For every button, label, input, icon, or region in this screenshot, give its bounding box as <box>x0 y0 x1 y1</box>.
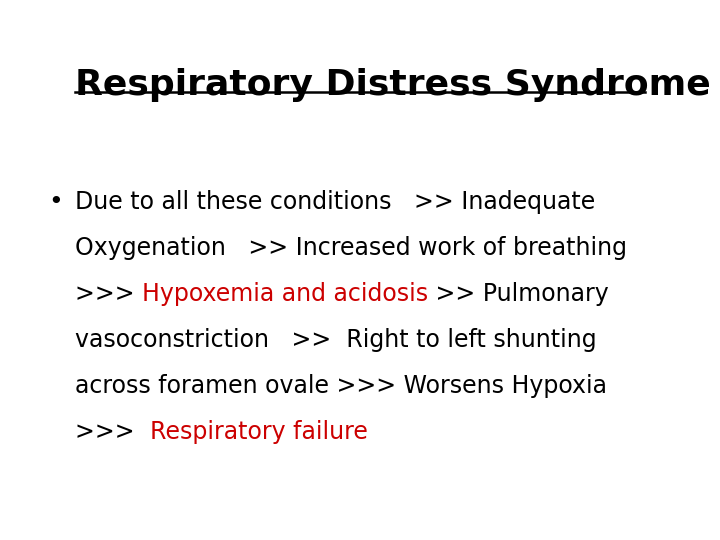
Text: •: • <box>48 190 63 214</box>
Text: Hypoxemia and acidosis: Hypoxemia and acidosis <box>142 282 428 306</box>
Text: across foramen ovale >>> Worsens Hypoxia: across foramen ovale >>> Worsens Hypoxia <box>75 374 607 398</box>
Text: Oxygenation   >> Increased work of breathing: Oxygenation >> Increased work of breathi… <box>75 236 627 260</box>
Text: >>>: >>> <box>75 282 142 306</box>
Text: >> Pulmonary: >> Pulmonary <box>428 282 609 306</box>
Text: Respiratory Distress Syndrome: Respiratory Distress Syndrome <box>75 68 711 102</box>
Text: >>>: >>> <box>75 420 150 444</box>
Text: vasoconstriction   >>  Right to left shunting: vasoconstriction >> Right to left shunti… <box>75 328 597 352</box>
Text: Respiratory failure: Respiratory failure <box>150 420 367 444</box>
Text: Due to all these conditions   >> Inadequate: Due to all these conditions >> Inadequat… <box>75 190 595 214</box>
